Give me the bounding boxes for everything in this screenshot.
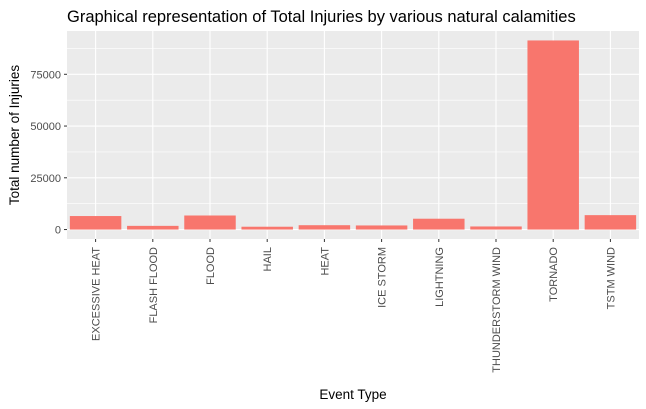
x-axis: EXCESSIVE HEAT FLASH FLOOD FLOOD HAIL HEAT IC… [91, 239, 617, 373]
x-tick-label: ICE STORM [377, 247, 389, 308]
x-tick-label: EXCESSIVE HEAT [91, 247, 103, 341]
bar [355, 225, 408, 230]
chart-title: Graphical representation of Total Injuri… [67, 8, 576, 26]
bar [241, 226, 293, 230]
y-axis: 0 25000 50000 75000 [30, 69, 67, 237]
x-tick-label: THUNDERSTORM WIND [491, 247, 503, 373]
x-tick-label: HAIL [262, 247, 274, 271]
y-tick-label: 0 [55, 225, 61, 237]
bars [69, 40, 637, 230]
bar [527, 40, 579, 230]
x-tick-label: TSTM WIND [605, 247, 617, 309]
y-axis-title: Total number of Injuries [7, 65, 22, 206]
bar [184, 215, 236, 230]
x-tick-label: FLOOD [205, 247, 217, 285]
bar [413, 218, 465, 230]
bar [127, 225, 179, 230]
y-tick-label: 25000 [30, 173, 61, 185]
y-tick-label: 50000 [30, 121, 61, 133]
bar [69, 216, 122, 230]
x-axis-title: Event Type [319, 387, 386, 402]
x-tick-label: HEAT [319, 247, 331, 276]
x-tick-label: LIGHTNING [434, 247, 446, 307]
y-tick-label: 75000 [30, 69, 61, 81]
bar [470, 226, 522, 230]
x-tick-label: FLASH FLOOD [148, 247, 160, 323]
bar [298, 225, 351, 230]
x-tick-label: TORNADO [548, 247, 560, 302]
bar [584, 215, 637, 230]
